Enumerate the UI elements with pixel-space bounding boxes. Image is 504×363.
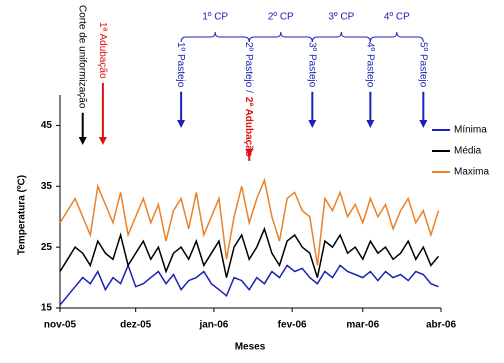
arrow-head (419, 120, 428, 128)
annotation-label: 3º Pastejo (307, 42, 318, 88)
period-brace (248, 31, 313, 43)
annotation-text: Corte de uniformização (77, 5, 88, 109)
legend-label: Mínima (454, 125, 487, 136)
annotation-text: 1ª Adubação (97, 22, 108, 79)
period-label: 3º CP (328, 12, 354, 23)
arrow-head (366, 120, 375, 128)
period-brace (311, 31, 371, 43)
annotation-text: 1º Pastejo (175, 42, 186, 88)
annotation-label: Corte de uniformização (77, 5, 88, 109)
arrow-head (308, 120, 317, 128)
annotation-label: 1ª Adubação (97, 22, 108, 79)
y-tick-label: 15 (41, 303, 53, 314)
annotation-label: 1º Pastejo (175, 42, 186, 88)
x-tick-label: jan-06 (198, 320, 228, 331)
period-label: 4º CP (384, 12, 410, 23)
x-tick-label: dez-05 (120, 320, 152, 331)
x-tick-label: mar-06 (346, 320, 379, 331)
annotation-label: 5º Pastejo (418, 42, 429, 88)
arrow-head (78, 137, 87, 145)
period-brace (180, 31, 250, 43)
arrow-head (98, 137, 107, 145)
y-tick-label: 25 (41, 242, 53, 253)
annotation-text: 2º Pastejo / (244, 42, 255, 93)
annotation-text: 2ª Adubação (244, 97, 255, 157)
x-tick-label: fev-06 (278, 320, 307, 331)
series-line (59, 226, 440, 278)
legend-label: Média (454, 146, 482, 157)
y-axis-title: Temperatura (ºC) (17, 175, 28, 255)
period-label: 2º CP (268, 12, 294, 23)
period-label: 1º CP (202, 12, 228, 23)
annotation-text: 5º Pastejo (418, 42, 429, 88)
annotation-text: 4º Pastejo (365, 42, 376, 88)
x-tick-label: abr-06 (426, 320, 456, 331)
series-line (59, 263, 439, 306)
legend-label: Maxima (454, 167, 489, 178)
x-axis-title: Meses (235, 342, 266, 353)
y-tick-label: 35 (41, 181, 53, 192)
annotation-label: 4º Pastejo (365, 42, 376, 88)
y-tick-label: 45 (41, 120, 53, 131)
annotation-label: 2º Pastejo / 2ª Adubação (244, 42, 255, 157)
annotation-text: 3º Pastejo (307, 42, 318, 88)
series-line (59, 177, 440, 266)
arrow-head (245, 149, 254, 157)
arrow-head (177, 120, 186, 128)
x-tick-label: nov-05 (44, 320, 77, 331)
period-brace (369, 31, 424, 43)
